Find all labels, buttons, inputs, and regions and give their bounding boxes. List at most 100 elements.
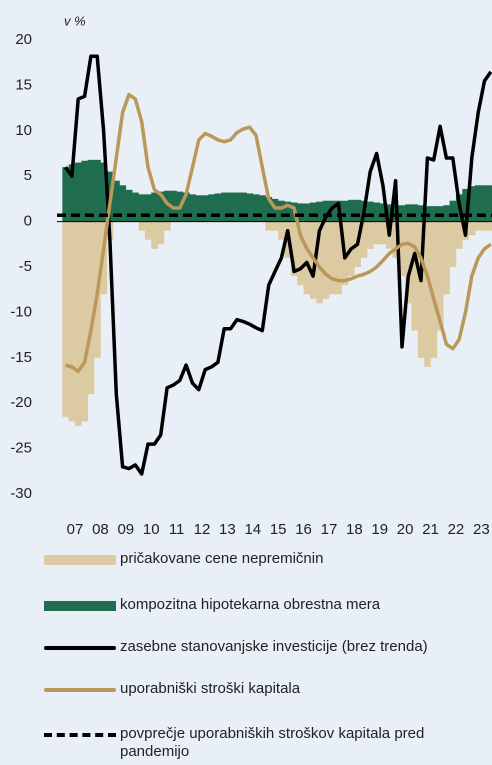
bar [68, 221, 76, 422]
bar [405, 204, 412, 222]
bar [195, 195, 203, 222]
bar [132, 192, 139, 222]
bar [125, 189, 133, 222]
bar [151, 221, 158, 249]
bar [309, 202, 317, 222]
bar [259, 195, 266, 222]
bar [468, 186, 476, 222]
y-tick-label: 5 [24, 167, 32, 184]
bar [157, 191, 165, 222]
bar [462, 188, 469, 222]
bar [411, 221, 419, 331]
legend-item: uporabniški stroški kapitala [44, 680, 490, 700]
bar [303, 221, 311, 295]
bar [379, 221, 387, 245]
bar [87, 159, 95, 222]
bar [94, 159, 101, 222]
x-tick-label: 22 [448, 521, 465, 538]
legend-item: pričakovane cene nepremičnin [44, 550, 490, 570]
bar [138, 221, 146, 231]
bar [424, 221, 431, 367]
bar [271, 198, 279, 222]
bar [436, 221, 444, 331]
y-tick-label: -20 [10, 394, 32, 411]
bar [373, 221, 381, 245]
bar [468, 221, 476, 236]
legend-label: pričakovane cene nepremičnin [120, 550, 324, 567]
bar [278, 221, 285, 240]
bar [322, 221, 330, 299]
y-tick-label: -30 [10, 485, 32, 502]
x-tick-label: 21 [422, 521, 439, 538]
y-tick-label: 15 [15, 76, 32, 93]
bar [417, 221, 425, 358]
bar [182, 192, 190, 222]
legend-swatch [44, 596, 116, 616]
y-tick-label: 10 [15, 122, 32, 139]
legend-label: zasebne stanovanjske investicije (brez t… [120, 638, 428, 655]
bar [328, 200, 336, 222]
bar [443, 221, 450, 295]
bar [284, 201, 292, 222]
bar [113, 180, 120, 222]
bar [398, 205, 406, 222]
bar [449, 221, 457, 267]
bar [430, 221, 438, 358]
bar [386, 204, 393, 222]
bar [360, 221, 368, 258]
y-tick-label: 0 [24, 213, 32, 230]
bar [202, 195, 209, 222]
bar [62, 221, 69, 417]
legend-swatch [44, 638, 116, 658]
bar [328, 221, 336, 295]
bar [430, 206, 438, 222]
bar [297, 221, 304, 286]
bar [373, 202, 381, 222]
bar [163, 221, 171, 231]
bar [278, 200, 285, 222]
bar [81, 160, 89, 222]
bar [316, 221, 323, 304]
x-tick-label: 09 [117, 521, 134, 538]
bar [341, 200, 349, 222]
bar [474, 221, 482, 231]
x-tick-label: 17 [321, 521, 338, 538]
bar [379, 203, 387, 222]
bar [214, 193, 222, 222]
bar [252, 194, 260, 222]
x-tick-label: 15 [270, 521, 287, 538]
bar [487, 221, 492, 231]
bar [265, 197, 273, 222]
bar [411, 204, 419, 222]
bar [455, 221, 463, 249]
x-tick-label: 13 [219, 521, 236, 538]
bar [290, 221, 298, 277]
bar [367, 201, 374, 222]
bar [119, 185, 127, 222]
bar [398, 221, 406, 277]
bar [316, 201, 323, 222]
legend-swatch [44, 680, 116, 700]
bar [157, 221, 165, 245]
bar [144, 221, 152, 240]
y-axis-label: v % [64, 13, 86, 28]
bar [271, 221, 279, 231]
bar [367, 221, 374, 249]
bar [322, 200, 330, 222]
bar [81, 221, 89, 422]
x-tick-label: 19 [371, 521, 388, 538]
legend-item: kompozitna hipotekarna obrestna mera [44, 596, 490, 616]
chart: v % 20 15 10 5 0 -5 -10 -15 -20 -25 -30 07 08 09 10 11 1… [10, 13, 492, 538]
x-tick-label: 10 [143, 521, 160, 538]
bar [335, 221, 342, 295]
bar [240, 192, 247, 222]
line [64, 54, 492, 476]
bar [62, 167, 69, 222]
bar [87, 221, 95, 395]
y-tick-label: -5 [19, 258, 32, 275]
x-tick-label: 18 [346, 521, 363, 538]
bar [417, 205, 425, 222]
bar [144, 194, 152, 222]
x-tick-label: 11 [169, 521, 185, 538]
